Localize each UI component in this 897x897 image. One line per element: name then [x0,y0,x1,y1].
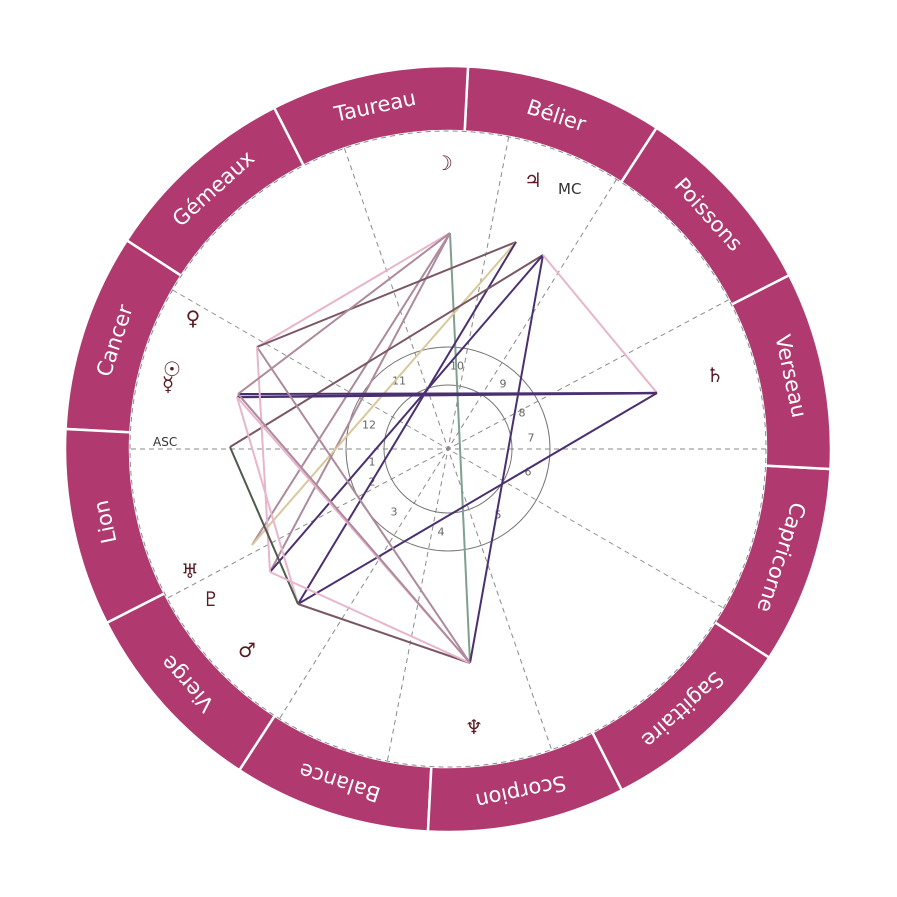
angle-labels: ASC MC [153,180,581,449]
mercury-icon: ☿ [162,372,174,396]
house-number-8: 8 [519,407,526,420]
sun-icon: ☉ [163,357,181,381]
aspect-line [297,241,517,605]
aspect-line [269,232,451,573]
aspect-line [449,232,471,664]
pluto-icon: ♇ [202,587,220,611]
house-number-3: 3 [391,506,398,519]
aspect-line [237,232,451,395]
aspect-line [256,241,517,348]
jupiter-icon: ♃ [524,168,542,192]
planet-glyphs: ☽ ♃ ♄ ♆ ♂ ♇♅ ☿☉ ♀ [162,151,724,739]
house-number-9: 9 [500,378,507,391]
aspect-line [297,603,471,664]
aspect-line [251,232,451,546]
aspect-line [229,254,544,448]
aspect-line [269,254,544,573]
house-cusp-line [172,289,724,609]
house-number-4: 4 [438,526,445,539]
asc-label: ASC [153,435,177,449]
house-number-12: 12 [362,419,376,432]
aspect-line [542,254,658,394]
aspect-line [469,254,544,664]
aspect-line [297,392,658,605]
mars-icon: ♂ [238,638,256,662]
venus-icon: ♀ [186,306,201,330]
house-number-11: 11 [392,375,406,388]
uranus-icon: ♅ [181,559,199,583]
moon-icon: ☽ [435,151,453,175]
neptune-icon: ♆ [465,715,483,739]
house-number-ring-inner [383,384,513,514]
aspect-line [236,396,299,605]
house-number-1: 1 [369,456,376,469]
aspect-line [237,393,471,664]
aspect-lines [229,232,658,664]
house-cusp-lines [130,136,766,762]
house-number-5: 5 [495,509,502,522]
saturn-icon: ♄ [706,363,724,387]
aspect-line [237,392,658,395]
aspect-line [256,346,471,664]
house-number-ring-outer [345,346,551,552]
house-number-6: 6 [525,466,532,479]
house-number-7: 7 [528,432,535,445]
aspect-line [269,571,471,664]
mc-label: MC [558,180,581,198]
house-numbers: 123456789101112 [362,360,535,539]
aspect-line [256,232,451,348]
aspect-line [229,446,299,605]
